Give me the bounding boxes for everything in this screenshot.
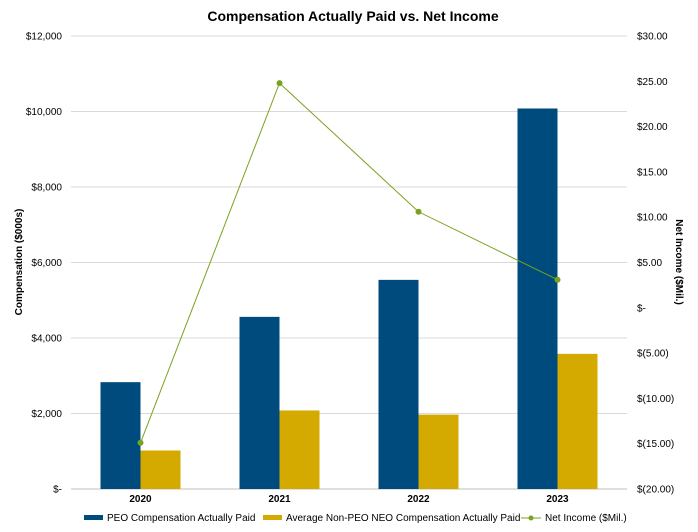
net-income-point-2022 [415, 208, 422, 215]
x-tick-label: 2021 [268, 494, 291, 505]
y-right-tick-label: $(5.00) [637, 349, 669, 360]
y-right-tick-label: $25.00 [637, 77, 668, 88]
y-right-tick-label: $30.00 [637, 32, 668, 43]
neo-bar-2020 [140, 450, 181, 489]
y-right-tick-label: $(15.00) [637, 439, 674, 450]
y-right-tick-label: $10.00 [637, 213, 668, 224]
peo-bar-2023 [517, 108, 558, 489]
x-axis-ticks: 2020 2021 2022 2023 [129, 494, 569, 505]
y-left-tick-label: $10,000 [26, 107, 63, 118]
y-left-tick-label: $- [53, 485, 62, 496]
legend: PEO Compensation Actually Paid Average No… [84, 513, 627, 524]
x-tick-label: 2020 [129, 494, 152, 505]
net-income-point-2020 [137, 439, 144, 446]
y-left-tick-label: $6,000 [31, 258, 62, 269]
chart-title: Compensation Actually Paid vs. Net Incom… [207, 8, 498, 24]
legend-label-neo: Average Non-PEO NEO Compensation Actuall… [286, 513, 520, 524]
net-income-series [137, 80, 561, 446]
peo-bar-2020 [100, 382, 141, 489]
neo-bar-2023 [557, 353, 598, 489]
x-tick-label: 2023 [546, 494, 569, 505]
y-right-tick-label: $5.00 [637, 258, 662, 269]
y-left-tick-label: $12,000 [26, 32, 63, 43]
bar-series [100, 108, 598, 489]
legend-label-peo: PEO Compensation Actually Paid [107, 513, 255, 524]
y-right-tick-label: $20.00 [637, 122, 668, 133]
net-income-point-2021 [276, 80, 283, 87]
y-right-tick-label: $(20.00) [637, 485, 674, 496]
y-axis-right-ticks: $(20.00) $(15.00) $(10.00) $(5.00) $- $5.00 $1… [637, 32, 674, 496]
y-axis-right-label: Net Income ($Mil.) [673, 219, 684, 305]
peo-bar-2021 [239, 316, 280, 489]
y-left-tick-label: $2,000 [31, 409, 62, 420]
y-axis-left-ticks: $- $2,000 $4,000 $6,000 $8,000 $10,000 $12,000 [26, 32, 63, 496]
legend-swatch-peo [84, 515, 103, 520]
peo-bar-2022 [378, 279, 419, 489]
y-left-tick-label: $8,000 [31, 183, 62, 194]
net-income-line [140, 82, 558, 443]
y-left-tick-label: $4,000 [31, 334, 62, 345]
legend-swatch-neo [263, 515, 282, 520]
net-income-point-2023 [554, 276, 561, 283]
y-right-tick-label: $15.00 [637, 167, 668, 178]
neo-bar-2021 [279, 410, 320, 489]
neo-bar-2022 [418, 414, 459, 489]
y-right-tick-label: $(10.00) [637, 394, 674, 405]
x-tick-label: 2022 [407, 494, 430, 505]
legend-label-net-income: Net Income ($Mil.) [545, 513, 627, 524]
y-right-tick-label: $- [637, 303, 646, 314]
legend-marker-net-income [528, 515, 534, 521]
y-axis-left-label: Compensation ($000s) [14, 209, 25, 316]
